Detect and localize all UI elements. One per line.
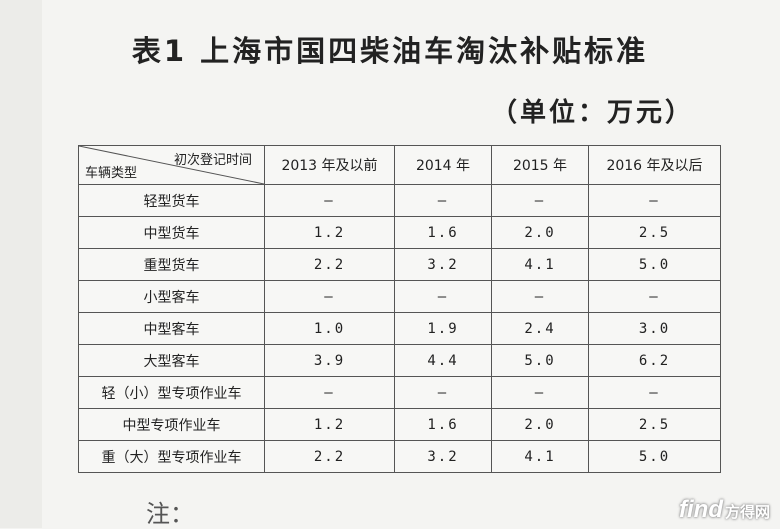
value-cell: 2.0 <box>491 408 589 441</box>
subsidy-table: 初次登记时间 车辆类型 2013 年及以前 2014 年 2015 年 2016… <box>78 145 721 473</box>
table-row: 轻（小）型专项作业车 – – – – <box>78 376 721 409</box>
vehicle-type-cell: 重（大）型专项作业车 <box>78 440 265 473</box>
value-cell: – <box>588 376 721 409</box>
table-row: 轻型货车 – – – – <box>78 184 721 217</box>
value-cell: 2.2 <box>264 248 395 281</box>
corner-label-time: 初次登记时间 <box>173 153 252 168</box>
value-cell: 1.0 <box>264 312 395 345</box>
vehicle-type-cell: 中型客车 <box>78 312 265 345</box>
table-row: 重型货车 2.2 3.2 4.1 5.0 <box>78 248 721 281</box>
value-cell: 3.9 <box>264 344 395 377</box>
unit-label: （单位：万元） <box>490 98 694 128</box>
watermark-logo: find 方得网 <box>679 496 770 524</box>
value-cell: 4.4 <box>394 344 492 377</box>
value-cell: – <box>588 280 721 313</box>
column-header: 2016 年及以后 <box>588 145 721 185</box>
column-header: 2014 年 <box>394 145 492 185</box>
value-cell: 3.0 <box>588 312 721 345</box>
value-cell: 1.6 <box>394 216 492 249</box>
corner-header-cell: 初次登记时间 车辆类型 <box>78 145 265 185</box>
value-cell: 3.2 <box>394 440 492 473</box>
header-row: 初次登记时间 车辆类型 2013 年及以前 2014 年 2015 年 2016… <box>78 145 721 185</box>
column-header: 2015 年 <box>491 145 589 185</box>
vehicle-type-cell: 大型客车 <box>78 344 265 377</box>
table-title: 表1 上海市国四柴油车淘汰补贴标准 <box>131 34 649 68</box>
table-row: 中型客车 1.0 1.9 2.4 3.0 <box>78 312 721 345</box>
vehicle-type-cell: 重型货车 <box>78 248 265 281</box>
value-cell: 4.1 <box>491 248 589 281</box>
value-cell: 6.2 <box>588 344 721 377</box>
vehicle-type-cell: 中型货车 <box>78 216 265 249</box>
vehicle-type-cell: 轻（小）型专项作业车 <box>78 376 265 409</box>
value-cell: – <box>394 184 492 217</box>
column-header: 2013 年及以前 <box>264 145 395 185</box>
corner-label-type: 车辆类型 <box>85 166 138 181</box>
value-cell: 2.5 <box>588 216 721 249</box>
value-cell: – <box>264 376 395 409</box>
value-cell: 2.2 <box>264 440 395 473</box>
value-cell: – <box>588 184 721 217</box>
value-cell: 5.0 <box>491 344 589 377</box>
value-cell: – <box>264 280 395 313</box>
value-cell: 4.1 <box>491 440 589 473</box>
value-cell: 2.0 <box>491 216 589 249</box>
table-row: 小型客车 – – – – <box>78 280 721 313</box>
value-cell: 5.0 <box>588 248 721 281</box>
table-row: 中型货车 1.2 1.6 2.0 2.5 <box>78 216 721 249</box>
diagonal-line <box>79 146 264 184</box>
value-cell: 2.5 <box>588 408 721 441</box>
table-row: 中型专项作业车 1.2 1.6 2.0 2.5 <box>78 408 721 441</box>
value-cell: 1.2 <box>264 216 395 249</box>
table-row: 重（大）型专项作业车 2.2 3.2 4.1 5.0 <box>78 440 721 473</box>
value-cell: 3.2 <box>394 248 492 281</box>
value-cell: – <box>491 280 589 313</box>
value-cell: 1.9 <box>394 312 492 345</box>
value-cell: – <box>394 376 492 409</box>
value-cell: – <box>394 280 492 313</box>
note-label: 注： <box>146 500 194 528</box>
table-row: 大型客车 3.9 4.4 5.0 6.2 <box>78 344 721 377</box>
vehicle-type-cell: 小型客车 <box>78 280 265 313</box>
value-cell: – <box>264 184 395 217</box>
value-cell: 2.4 <box>491 312 589 345</box>
watermark-main: find <box>679 496 723 523</box>
value-cell: 1.6 <box>394 408 492 441</box>
page-margin <box>0 0 42 528</box>
vehicle-type-cell: 轻型货车 <box>78 184 265 217</box>
value-cell: 1.2 <box>264 408 395 441</box>
vehicle-type-cell: 中型专项作业车 <box>78 408 265 441</box>
value-cell: – <box>491 376 589 409</box>
value-cell: 5.0 <box>588 440 721 473</box>
value-cell: – <box>491 184 589 217</box>
watermark-sub: 方得网 <box>724 503 770 521</box>
